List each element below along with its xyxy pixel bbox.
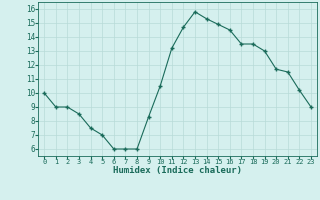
X-axis label: Humidex (Indice chaleur): Humidex (Indice chaleur) <box>113 166 242 175</box>
